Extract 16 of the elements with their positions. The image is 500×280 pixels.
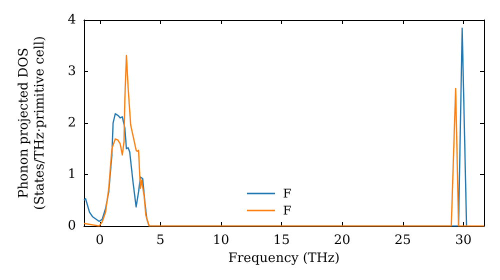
y-tick-label: 2 [68, 116, 76, 130]
x-tick-label: 25 [394, 233, 412, 248]
x-tick-label: 15 [273, 233, 290, 248]
y-tick-label: 4 [68, 12, 76, 28]
x-axis-title: Frequency (THz) [228, 250, 340, 266]
y-tick-label: 1 [68, 167, 76, 182]
x-tick-label: 5 [156, 233, 165, 248]
x-tick-label: 0 [96, 233, 104, 248]
x-tick-label: 20 [334, 233, 350, 248]
x-tick-label: 10 [212, 233, 230, 248]
y-tick-label: 3 [68, 64, 76, 79]
legend-label: F [283, 204, 292, 218]
y-tick-label: 0 [68, 218, 76, 234]
legend-label: F [283, 186, 292, 200]
x-tick-label: 30 [455, 233, 472, 248]
y-axis-title: Phonon projected DOS (States/THz·primitive cell) [16, 36, 48, 210]
